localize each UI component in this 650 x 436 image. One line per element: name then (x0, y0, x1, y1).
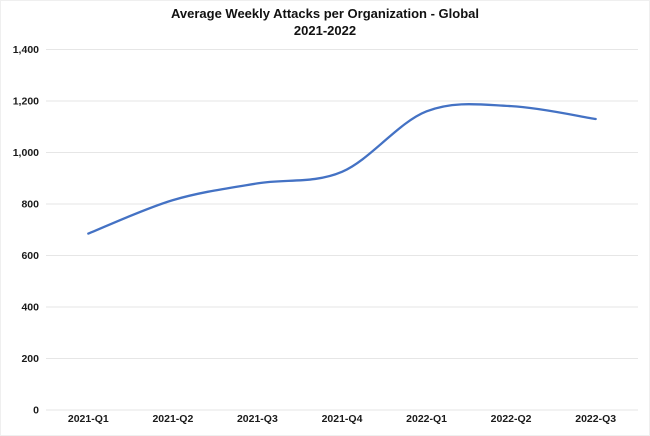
chart-title-line-2: 2021-2022 (293, 23, 357, 38)
chart-title: Average Weekly Attacks per Organization … (0, 5, 650, 39)
y-axis-tick-label: 200 (21, 353, 39, 365)
x-axis-tick-label: 2021-Q2 (152, 413, 193, 425)
data-series-line (87, 103, 597, 235)
chart-title-line-1: Average Weekly Attacks per Organization … (170, 6, 479, 21)
x-axis-tick-label: 2022-Q2 (491, 413, 532, 425)
y-axis-tick-label: 0 (33, 405, 39, 417)
x-axis-tick-label: 2022-Q3 (575, 413, 616, 425)
y-axis-tick-label: 800 (21, 199, 39, 211)
x-axis-tick-label: 2021-Q1 (68, 413, 109, 425)
y-axis-tick-label: 1,000 (13, 147, 39, 159)
y-axis-tick-label: 400 (21, 302, 39, 314)
y-axis-tick-label: 1,200 (13, 96, 39, 108)
x-axis-tick-label: 2021-Q4 (322, 413, 363, 425)
x-axis-tick-label: 2022-Q1 (406, 413, 447, 425)
y-axis-tick-label: 600 (21, 250, 39, 262)
x-axis-tick-label: 2021-Q3 (237, 413, 278, 425)
y-axis-tick-label: 1,400 (13, 44, 39, 56)
